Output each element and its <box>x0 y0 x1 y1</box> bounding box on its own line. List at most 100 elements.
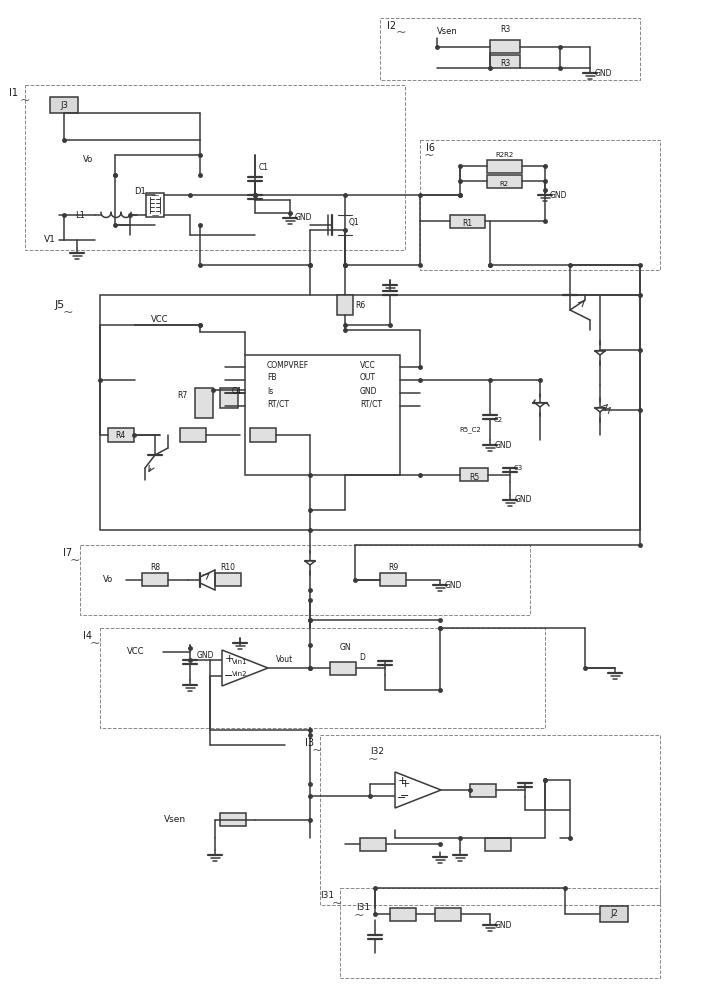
Text: −: − <box>400 791 410 801</box>
Text: Vsen: Vsen <box>164 816 186 824</box>
Text: ~: ~ <box>312 744 323 756</box>
Text: C4: C4 <box>232 387 242 396</box>
Bar <box>215 573 241 586</box>
Text: J3: J3 <box>60 101 68 109</box>
Text: Vin2: Vin2 <box>232 671 248 677</box>
Bar <box>485 838 511 851</box>
Text: Vo: Vo <box>103 576 113 584</box>
Bar <box>108 428 134 442</box>
Text: I7: I7 <box>63 548 72 558</box>
Text: R3: R3 <box>500 58 510 68</box>
Bar <box>460 468 488 481</box>
Text: I32: I32 <box>370 748 384 756</box>
Bar <box>380 573 406 586</box>
Text: ~: ~ <box>63 306 73 318</box>
Text: Vout: Vout <box>276 656 294 664</box>
Text: R5: R5 <box>469 473 479 482</box>
Text: ~: ~ <box>70 554 81 566</box>
Text: R2R2: R2R2 <box>495 152 513 158</box>
Text: GND: GND <box>494 442 512 450</box>
Bar <box>100 295 640 530</box>
Text: RT/CT: RT/CT <box>267 399 289 408</box>
Bar <box>320 735 660 905</box>
Text: I1: I1 <box>9 88 18 98</box>
Text: OUT: OUT <box>360 373 376 382</box>
Polygon shape <box>595 351 605 355</box>
Bar <box>380 18 640 80</box>
Text: +: + <box>225 654 234 664</box>
Bar <box>180 428 206 442</box>
Bar <box>25 85 405 250</box>
Text: VCC: VCC <box>127 648 145 656</box>
Text: I4: I4 <box>83 631 92 641</box>
Bar <box>250 428 276 442</box>
Text: VCC: VCC <box>360 360 376 369</box>
Text: ~: ~ <box>20 94 30 106</box>
Polygon shape <box>305 561 315 565</box>
Text: GN: GN <box>339 644 351 652</box>
Bar <box>470 784 496 797</box>
Text: R10: R10 <box>220 564 235 572</box>
Bar <box>80 545 530 615</box>
Text: I6: I6 <box>426 143 435 153</box>
Text: R8: R8 <box>150 564 160 572</box>
Text: J5: J5 <box>55 300 65 310</box>
Bar <box>487 160 522 173</box>
Text: C3: C3 <box>513 465 523 471</box>
Bar <box>420 140 660 270</box>
Text: −: − <box>397 793 407 803</box>
Text: ~: ~ <box>368 752 379 766</box>
Text: C1: C1 <box>259 162 269 172</box>
Text: R5_C2: R5_C2 <box>459 427 481 433</box>
Bar <box>600 906 628 922</box>
Text: J2: J2 <box>610 910 618 918</box>
Bar <box>340 888 660 978</box>
Text: GND: GND <box>514 495 532 504</box>
Bar <box>50 97 78 113</box>
Bar <box>360 838 386 851</box>
Bar <box>220 388 238 408</box>
Text: ~: ~ <box>424 148 434 161</box>
Polygon shape <box>535 403 545 407</box>
Polygon shape <box>595 408 605 412</box>
Text: VCC: VCC <box>151 316 168 324</box>
Text: I2: I2 <box>387 21 396 31</box>
Text: GND: GND <box>197 652 214 660</box>
Bar <box>195 388 213 418</box>
Text: D: D <box>359 652 365 662</box>
Text: ~: ~ <box>332 896 343 910</box>
Text: I3: I3 <box>305 738 314 748</box>
Text: R4: R4 <box>115 430 125 440</box>
Text: V1: V1 <box>44 235 56 244</box>
Bar <box>146 193 164 217</box>
Text: D1: D1 <box>134 188 146 196</box>
Text: COMPVREF: COMPVREF <box>267 360 309 369</box>
Text: Vsen: Vsen <box>437 27 458 36</box>
Text: GND: GND <box>549 190 567 200</box>
Bar <box>490 40 520 53</box>
Text: R6: R6 <box>355 300 365 310</box>
Bar <box>142 573 168 586</box>
Text: R2: R2 <box>500 181 508 187</box>
Bar <box>245 355 400 475</box>
Text: GND: GND <box>294 214 312 223</box>
Text: ~: ~ <box>90 637 101 650</box>
Text: −: − <box>225 671 234 681</box>
Text: Vo: Vo <box>83 155 93 164</box>
Text: FB: FB <box>267 373 276 382</box>
Bar <box>330 662 356 675</box>
Text: R9: R9 <box>388 564 398 572</box>
Text: GND: GND <box>360 386 377 395</box>
Text: GND: GND <box>494 920 512 930</box>
Bar <box>490 55 520 68</box>
Bar <box>100 628 545 728</box>
Polygon shape <box>395 772 441 808</box>
Bar <box>435 908 461 921</box>
Text: ~: ~ <box>396 25 407 38</box>
Text: Vin1: Vin1 <box>232 659 248 665</box>
Bar <box>450 215 485 228</box>
Text: Q1: Q1 <box>349 219 359 228</box>
Text: C2: C2 <box>493 417 503 423</box>
Text: ~: ~ <box>354 908 364 922</box>
Bar <box>337 295 353 315</box>
